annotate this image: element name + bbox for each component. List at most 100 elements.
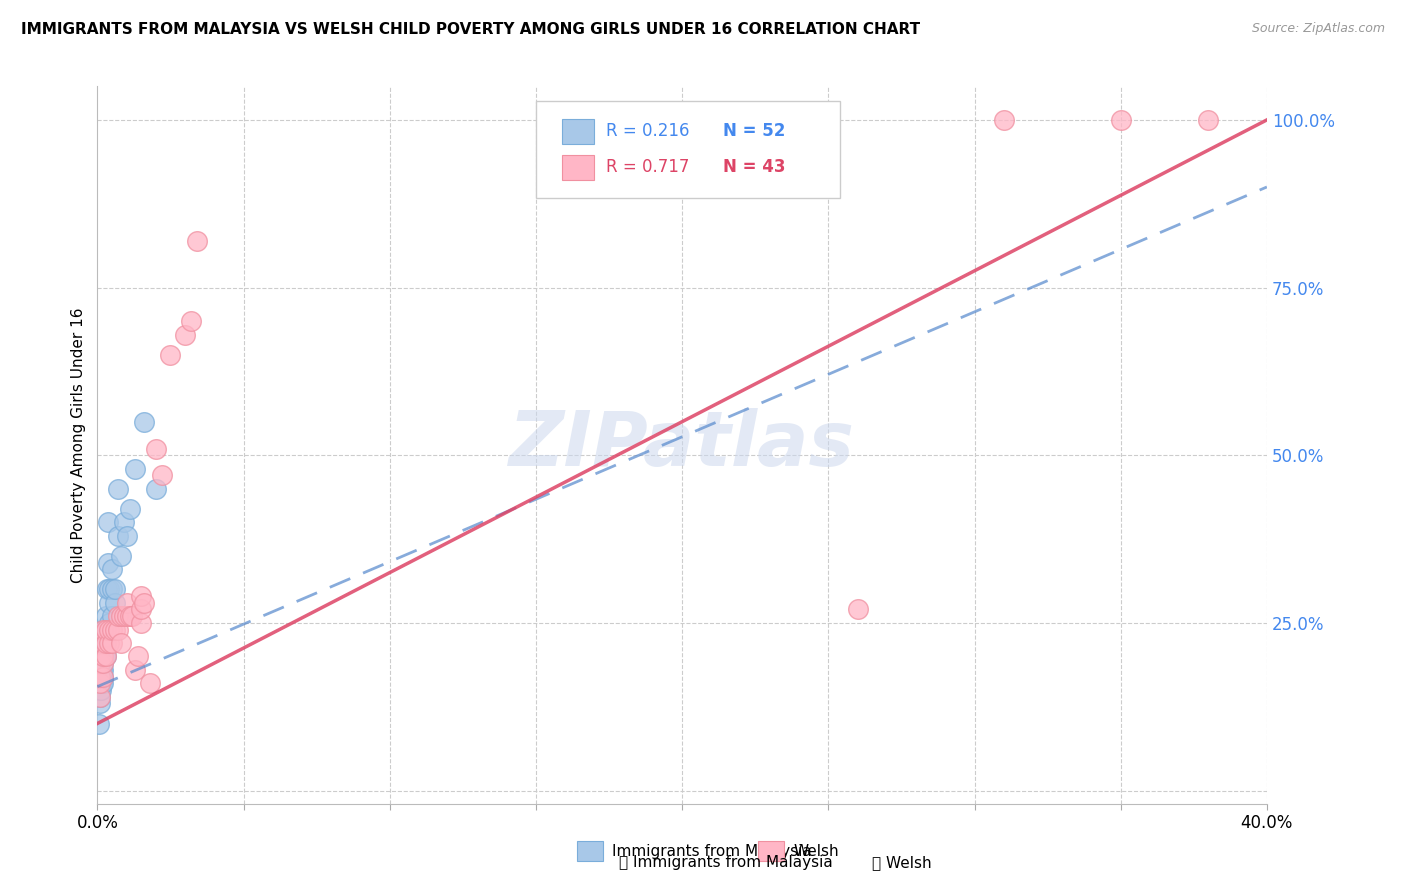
Point xyxy=(124,663,146,677)
Text: ZIPatlas: ZIPatlas xyxy=(509,409,855,483)
Point xyxy=(89,690,111,704)
Text: Welsh: Welsh xyxy=(793,844,839,859)
Point xyxy=(150,468,173,483)
Point xyxy=(89,676,111,690)
Point xyxy=(1197,112,1219,127)
Point xyxy=(98,623,121,637)
Point xyxy=(139,676,162,690)
Text: R = 0.216: R = 0.216 xyxy=(606,122,689,140)
Point xyxy=(89,669,111,683)
Point xyxy=(110,609,132,624)
Point xyxy=(89,683,111,698)
Text: ⬜ Welsh: ⬜ Welsh xyxy=(872,855,931,870)
Point xyxy=(93,649,115,664)
Point xyxy=(134,596,156,610)
Point xyxy=(97,516,120,530)
Point xyxy=(89,690,111,704)
Point xyxy=(101,636,124,650)
Point xyxy=(104,582,127,597)
Point xyxy=(91,623,114,637)
Point xyxy=(91,649,114,664)
Point xyxy=(993,112,1015,127)
Point xyxy=(115,529,138,543)
Point xyxy=(94,636,117,650)
Point xyxy=(129,615,152,630)
FancyBboxPatch shape xyxy=(561,154,595,179)
Point xyxy=(91,669,114,683)
Point xyxy=(90,663,112,677)
Point xyxy=(91,649,114,664)
Point xyxy=(110,549,132,563)
Point xyxy=(104,623,127,637)
Point xyxy=(101,582,124,597)
Point xyxy=(98,636,121,650)
Point xyxy=(90,683,112,698)
Point xyxy=(134,415,156,429)
Point xyxy=(180,314,202,328)
Text: N = 52: N = 52 xyxy=(723,122,786,140)
Point xyxy=(127,649,149,664)
Point xyxy=(91,649,114,664)
FancyBboxPatch shape xyxy=(576,841,603,862)
Point xyxy=(91,656,114,670)
Point xyxy=(91,663,114,677)
FancyBboxPatch shape xyxy=(758,841,785,862)
Point xyxy=(145,482,167,496)
Text: R = 0.717: R = 0.717 xyxy=(606,158,689,176)
Point xyxy=(91,636,114,650)
Point xyxy=(94,629,117,643)
Point xyxy=(90,663,112,677)
Point xyxy=(87,716,110,731)
Point xyxy=(124,461,146,475)
Point xyxy=(112,609,135,624)
Point xyxy=(91,656,114,670)
Point xyxy=(93,636,115,650)
Point xyxy=(90,676,112,690)
Point xyxy=(94,609,117,624)
Point xyxy=(89,676,111,690)
Text: Source: ZipAtlas.com: Source: ZipAtlas.com xyxy=(1251,22,1385,36)
Point xyxy=(94,649,117,664)
Point xyxy=(91,676,114,690)
Text: ⬜ Immigrants from Malaysia: ⬜ Immigrants from Malaysia xyxy=(619,855,832,870)
Point xyxy=(118,609,141,624)
Point xyxy=(118,501,141,516)
Point xyxy=(90,669,112,683)
Point xyxy=(101,623,124,637)
Point xyxy=(89,656,111,670)
Point xyxy=(90,649,112,664)
Point xyxy=(159,348,181,362)
Point xyxy=(94,623,117,637)
Point xyxy=(107,529,129,543)
Point xyxy=(91,663,114,677)
Point xyxy=(110,636,132,650)
Point xyxy=(94,636,117,650)
Point xyxy=(174,327,197,342)
Point xyxy=(115,609,138,624)
Point xyxy=(112,516,135,530)
Point xyxy=(107,482,129,496)
Y-axis label: Child Poverty Among Girls Under 16: Child Poverty Among Girls Under 16 xyxy=(72,308,86,582)
Point xyxy=(94,636,117,650)
Point xyxy=(98,596,121,610)
Point xyxy=(107,609,129,624)
Point xyxy=(129,602,152,616)
Point xyxy=(97,556,120,570)
Point xyxy=(115,596,138,610)
Point xyxy=(93,636,115,650)
Point xyxy=(101,609,124,624)
FancyBboxPatch shape xyxy=(561,119,595,144)
FancyBboxPatch shape xyxy=(536,101,839,198)
Point xyxy=(93,642,115,657)
Point xyxy=(91,669,114,683)
Text: IMMIGRANTS FROM MALAYSIA VS WELSH CHILD POVERTY AMONG GIRLS UNDER 16 CORRELATION: IMMIGRANTS FROM MALAYSIA VS WELSH CHILD … xyxy=(21,22,920,37)
Point xyxy=(94,623,117,637)
Point xyxy=(94,649,117,664)
Point xyxy=(186,234,208,248)
Point xyxy=(846,602,869,616)
Point xyxy=(101,562,124,576)
Point xyxy=(98,615,121,630)
Text: Immigrants from Malaysia: Immigrants from Malaysia xyxy=(612,844,811,859)
Point xyxy=(91,656,114,670)
Point xyxy=(89,697,111,711)
